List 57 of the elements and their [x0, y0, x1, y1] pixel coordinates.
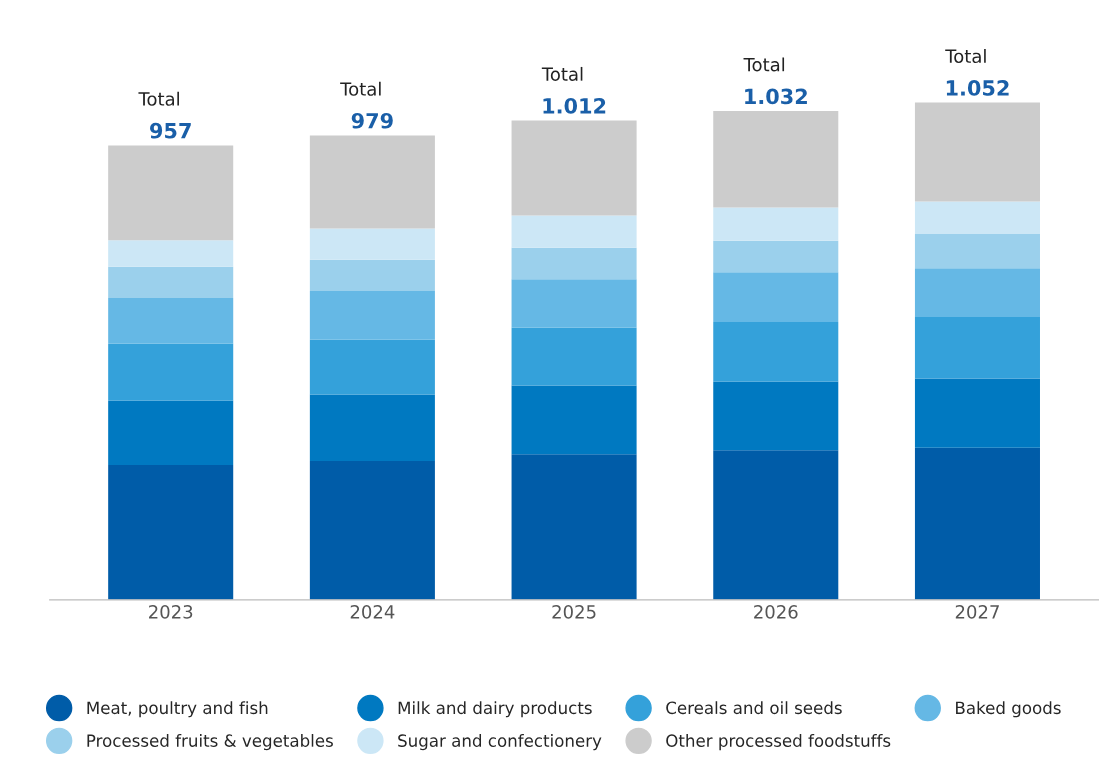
- bar: [511, 385, 637, 455]
- text: Total: [743, 57, 785, 72]
- bar: [309, 228, 435, 260]
- x-tick-label: 2023: [149, 605, 193, 619]
- bar: [108, 298, 234, 344]
- bar: [108, 266, 234, 299]
- bar: [914, 233, 1040, 269]
- bar: [108, 400, 234, 466]
- bar: [914, 447, 1040, 600]
- bar: [108, 343, 234, 401]
- bar: [713, 240, 839, 273]
- x-tick-label: 2025: [552, 605, 596, 619]
- bar: [713, 450, 839, 600]
- bar: [511, 327, 637, 386]
- annotation: 1.032: [745, 88, 807, 105]
- bar: [914, 201, 1040, 234]
- text: Total: [541, 66, 583, 81]
- bar: [713, 207, 839, 241]
- bar: [511, 247, 637, 280]
- text: 1.052: [946, 80, 1009, 96]
- bar: [511, 279, 637, 328]
- bar: [108, 465, 234, 600]
- bar: [309, 394, 435, 462]
- x-tick-label: 2026: [754, 605, 798, 619]
- legend-label: Other processed foodstuffs: [666, 734, 891, 751]
- bar: [914, 378, 1040, 448]
- bar: [713, 272, 839, 322]
- legend-label: Cereals and oil seeds: [666, 701, 842, 715]
- legend-label: Baked goods: [956, 701, 1061, 718]
- bar: [309, 339, 435, 395]
- bar: [511, 120, 637, 216]
- bar: [713, 111, 839, 208]
- bar: [309, 259, 435, 292]
- bar: [511, 454, 637, 600]
- bar: [309, 135, 435, 229]
- bar: [108, 145, 234, 241]
- bar: [713, 381, 839, 451]
- bar: [309, 291, 435, 340]
- text: Total: [945, 49, 986, 64]
- bar: [914, 102, 1040, 202]
- annotation: 979: [351, 112, 393, 129]
- legend-label: Processed fruits & vegetables: [87, 734, 333, 751]
- legend-label: Meat, poultry and fish: [87, 701, 268, 718]
- bar: [914, 268, 1040, 317]
- bar: [511, 215, 637, 248]
- bar: [108, 240, 234, 267]
- bar: [914, 316, 1040, 379]
- x-tick-label: 2027: [955, 605, 999, 619]
- bar: [309, 461, 435, 600]
- annotation: Total: [138, 91, 179, 106]
- legend-label: Milk and dairy products: [398, 701, 592, 718]
- annotation: 1.012: [543, 97, 606, 114]
- bar: [713, 321, 839, 382]
- annotation: 957: [150, 122, 191, 139]
- x-tick-label: 2024: [350, 605, 395, 619]
- text: Total: [340, 81, 381, 96]
- legend-label: Sugar and confectionery: [398, 734, 602, 751]
